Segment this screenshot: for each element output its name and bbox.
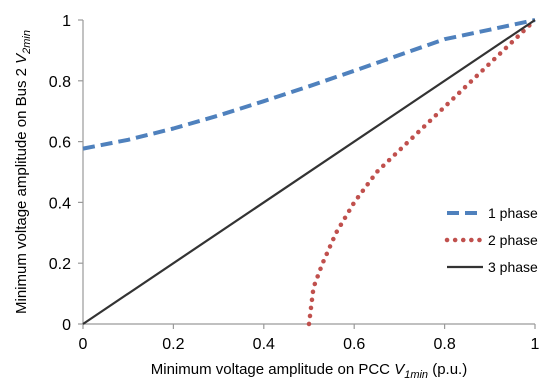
series-lines — [82, 17, 538, 327]
series-line-2-phase — [306, 17, 538, 327]
series-line-3-phase — [82, 19, 536, 325]
x-axis-title: Minimum voltage amplitude on PCC V1min (… — [151, 361, 467, 381]
y-tick-label: 0.6 — [49, 135, 71, 152]
y-axis-title: Minimum voltage amplitude on Bus 2 V2min — [13, 30, 33, 314]
x-axis-title-sub: 1min — [404, 369, 428, 381]
y-axis-title-sub: 2min — [21, 30, 33, 55]
series-line-1-phase — [82, 18, 536, 151]
y-axis-title-main: Minimum voltage amplitude on Bus 2 — [13, 64, 30, 314]
x-tick-label: 0.2 — [162, 336, 184, 353]
x-axis-title-main: Minimum voltage amplitude on PCC — [151, 361, 394, 378]
y-tick-label: 0.8 — [49, 74, 71, 91]
legend-label: 3 phase — [488, 259, 538, 275]
x-tick-label: 1 — [531, 336, 540, 353]
legend-label: 2 phase — [488, 232, 538, 248]
legend: 1 phase 2 phase 3 phase — [444, 205, 538, 275]
legend-label: 1 phase — [488, 205, 538, 221]
y-tick-label: 0.4 — [49, 195, 71, 212]
y-tick-label: 1 — [62, 13, 71, 30]
x-axis-title-unit: (p.u.) — [428, 361, 467, 378]
x-axis-title-var: V — [394, 361, 406, 378]
x-tick-label: 0.6 — [343, 336, 365, 353]
y-tick-label: 0.2 — [49, 256, 71, 273]
x-tick-label: 0.8 — [433, 336, 455, 353]
y-tick-label: 0 — [62, 317, 71, 334]
x-tick-label: 0.4 — [253, 336, 275, 353]
axis-ticks: 0 0.2 0.4 0.6 0.8 1 0 0.2 0.4 0.6 0.8 1 — [49, 13, 540, 353]
y-axis-title-var: V — [13, 52, 30, 64]
x-tick-label: 0 — [79, 336, 88, 353]
